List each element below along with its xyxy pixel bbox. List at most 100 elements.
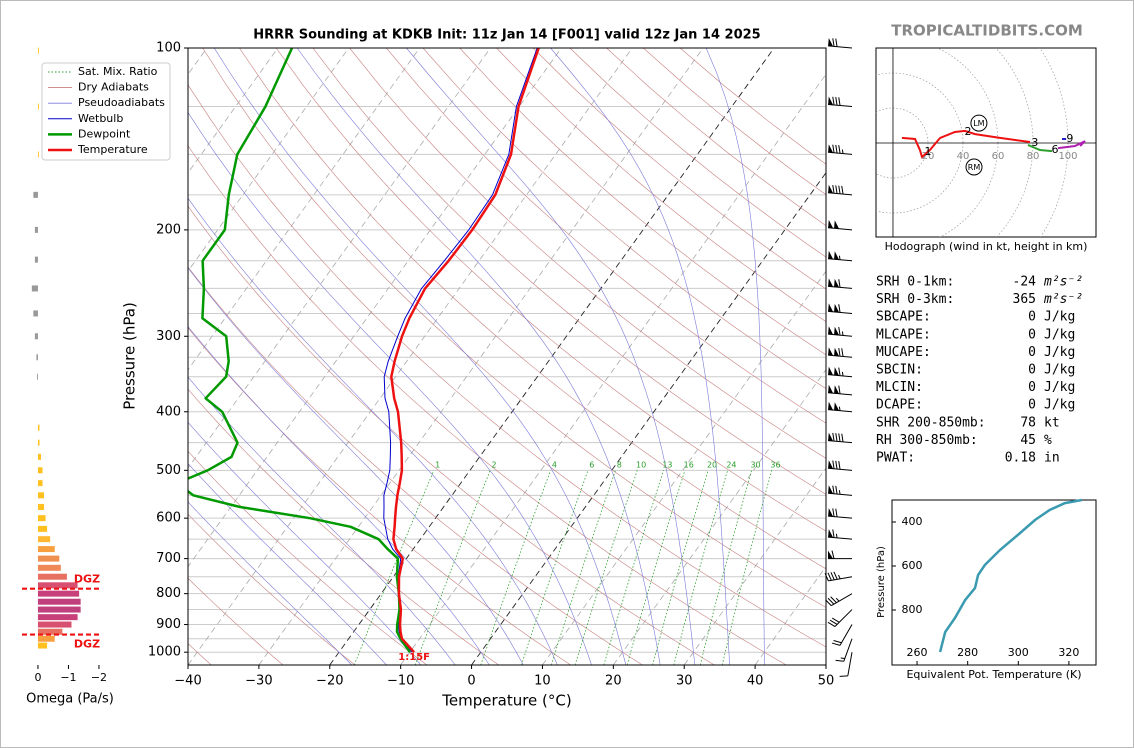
barb-line bbox=[829, 619, 838, 625]
barb-line bbox=[832, 96, 835, 106]
barb-flag bbox=[828, 550, 833, 559]
mixing-ratio-label: 24 bbox=[726, 461, 736, 470]
stat-unit: % bbox=[1044, 433, 1052, 448]
barb-shaft bbox=[828, 515, 853, 519]
thetae-x-tick-label: 320 bbox=[1058, 646, 1079, 659]
barb-half bbox=[835, 597, 840, 602]
barb-half bbox=[841, 149, 844, 154]
wind-barb bbox=[835, 638, 853, 662]
barb-shaft bbox=[843, 638, 853, 662]
barb-flag bbox=[828, 529, 834, 538]
barb-line bbox=[838, 348, 841, 357]
omega-bar bbox=[37, 453, 41, 460]
isotherm bbox=[188, 48, 491, 469]
stat-label: SRH 0-1km: bbox=[876, 275, 954, 290]
barb-flag bbox=[828, 326, 834, 335]
isotherm bbox=[188, 48, 279, 174]
stat-label: SRH 0-3km: bbox=[876, 292, 954, 307]
mixing-ratio-label: 16 bbox=[684, 461, 694, 470]
barb-flag bbox=[828, 432, 834, 442]
omega-bar bbox=[33, 191, 38, 198]
ring-label: 100 bbox=[1058, 151, 1077, 162]
omega-bar bbox=[37, 439, 40, 446]
stat-value: 0 bbox=[1028, 310, 1036, 325]
wind-barb bbox=[828, 432, 853, 444]
omega-bar bbox=[37, 480, 43, 487]
stat-label: MLCAPE: bbox=[876, 327, 931, 342]
y-tick-label: 800 bbox=[156, 586, 181, 601]
stat-value: -24 bbox=[1013, 275, 1037, 290]
omega-bar bbox=[37, 573, 67, 580]
mixing-ratio-line bbox=[353, 470, 435, 665]
dry-adiabat bbox=[275, 48, 826, 532]
x-tick-label: −20 bbox=[316, 674, 343, 689]
y-axis-label: Pressure (hPa) bbox=[121, 302, 139, 410]
mixing-ratio-label: 4 bbox=[552, 461, 557, 470]
hodograph-line bbox=[1027, 143, 1053, 153]
thetae-y-label: Pressure (hPa) bbox=[876, 546, 887, 618]
omega-bar bbox=[37, 47, 39, 54]
barb-line bbox=[831, 617, 840, 623]
dry-adiabat bbox=[188, 327, 571, 665]
stat-label: SHR 200-850mb: bbox=[876, 415, 986, 430]
x-tick-label: 20 bbox=[605, 674, 622, 689]
barb-flag bbox=[828, 219, 834, 229]
omega-bar bbox=[37, 628, 63, 635]
wind-barb bbox=[828, 401, 853, 413]
storm-motion-marker bbox=[965, 158, 983, 176]
mixing-ratio-label: 30 bbox=[750, 461, 760, 470]
mixing-ratio-line bbox=[673, 470, 728, 665]
y-tick-label: 600 bbox=[156, 511, 181, 526]
height-label: 6 bbox=[1052, 143, 1059, 156]
barb-line bbox=[835, 485, 838, 495]
x-tick-label: 30 bbox=[676, 674, 693, 689]
dry-adiabat bbox=[188, 205, 715, 665]
wind-barb bbox=[828, 184, 853, 196]
storm-motion-label: LM bbox=[973, 119, 984, 128]
barb-flag bbox=[828, 184, 834, 194]
ring-label: 20 bbox=[922, 151, 935, 162]
y-tick-label: 500 bbox=[156, 463, 181, 478]
barb-line bbox=[835, 508, 838, 517]
barb-line bbox=[827, 597, 835, 605]
stat-unit: J/kg bbox=[1044, 310, 1075, 325]
omega-bar bbox=[37, 515, 46, 522]
wind-barb bbox=[828, 384, 853, 396]
barb-flag bbox=[834, 278, 840, 288]
barb-line bbox=[830, 596, 837, 603]
barb-flag bbox=[828, 401, 834, 411]
barb-line bbox=[832, 508, 835, 517]
barb-half bbox=[838, 406, 841, 411]
omega-tick-label: −1 bbox=[60, 671, 76, 684]
stat-value: 0 bbox=[1028, 363, 1036, 378]
stat-value: 0.18 bbox=[1005, 451, 1036, 466]
dry-adiabat bbox=[188, 513, 356, 665]
wind-barb bbox=[831, 624, 853, 646]
barb-flag bbox=[828, 250, 834, 260]
barb-line bbox=[838, 304, 841, 313]
barb-line bbox=[841, 348, 844, 357]
barb-half bbox=[841, 371, 844, 377]
ring-label: 80 bbox=[1027, 151, 1040, 162]
thetae-x-label: Equivalent Pot. Temperature (K) bbox=[906, 668, 1081, 681]
omega-bar bbox=[37, 424, 40, 431]
dry-adiabat bbox=[188, 266, 643, 665]
wind-barb bbox=[828, 508, 853, 519]
barb-line bbox=[827, 621, 836, 627]
x-tick-label: 50 bbox=[818, 674, 835, 689]
stat-label: RH 300-850mb: bbox=[876, 433, 978, 448]
barb-line bbox=[838, 185, 841, 194]
wind-barb bbox=[828, 278, 853, 289]
x-tick-label: −10 bbox=[387, 674, 414, 689]
barb-line bbox=[832, 144, 835, 153]
barb-line bbox=[832, 432, 835, 442]
y-tick-label: 1000 bbox=[148, 645, 181, 660]
stat-label: SBCIN: bbox=[876, 363, 923, 378]
barb-line bbox=[835, 144, 838, 154]
wind-barb bbox=[828, 485, 853, 496]
stat-value: 365 bbox=[1013, 292, 1036, 307]
stat-unit: J/kg bbox=[1044, 327, 1075, 342]
hodograph-line bbox=[901, 129, 1031, 159]
barb-flag bbox=[828, 347, 834, 356]
barb-line bbox=[832, 38, 835, 47]
